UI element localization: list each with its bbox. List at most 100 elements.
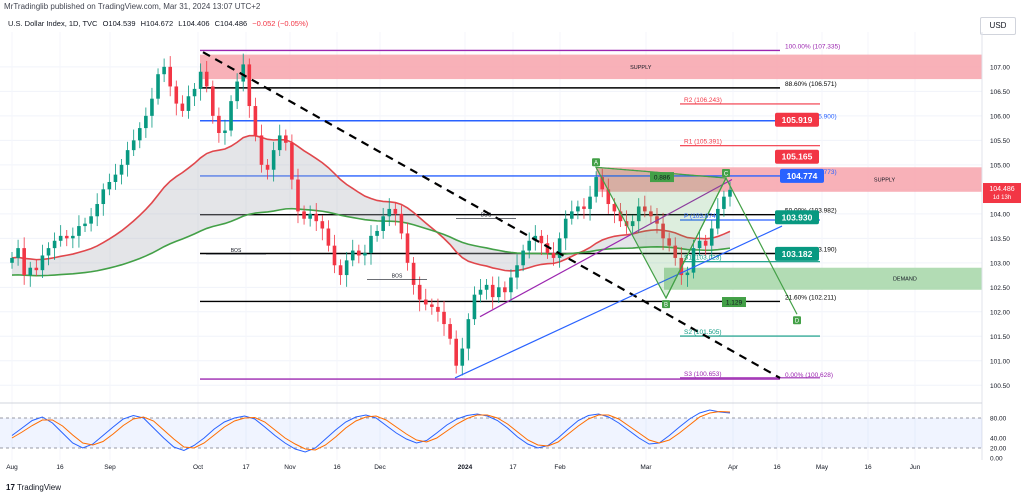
x-tick-label: Feb [554,464,566,471]
tradingview-brand[interactable]: 17 TradingView [6,483,61,492]
pivot-label: S1 (103.023) [684,255,722,262]
open-value: O104.539 [102,19,136,28]
high-value: H104.672 [140,19,174,28]
pivot-label: S2 (101.505) [684,329,722,336]
candle-body [369,235,373,254]
x-tick-label: 2024 [458,464,473,471]
x-tick-label: Apr [728,464,739,471]
candle-body [344,260,349,276]
candle-body [509,277,513,293]
candle-body [448,324,452,339]
candle-body [436,306,440,312]
price-tag [775,246,819,261]
candle-body [612,204,617,212]
candle-body [198,71,203,89]
candle-body [259,135,264,165]
candle-body [101,189,106,205]
candle-body [381,216,385,231]
candle-body [484,284,489,290]
x-tick-label: May [816,464,829,471]
candle-body [685,272,690,276]
candle-body [667,238,671,246]
candle-body [34,267,39,271]
y-tick-label: 102.00 [990,309,1010,316]
candle-body [539,235,544,244]
bos-label: BOS [392,274,403,280]
drawings: A B C D 0.886 1.129 BOS BOS BOS [202,51,801,379]
candle-body [423,299,428,305]
candle-body [277,135,282,151]
candle-body [77,226,81,236]
channel-line [479,179,733,318]
zone-label: SUPPLY [630,65,652,71]
x-tick-label: Jun [910,464,921,471]
ema-50-line [11,134,731,272]
y-tick-label: 103.00 [990,260,1010,267]
candle-body [697,240,702,249]
candle-body [284,135,288,143]
candle-body [10,257,14,263]
candle-body [131,140,136,151]
candle-body [16,248,20,258]
x-tick-label: 16 [56,464,64,471]
candle-body [119,164,124,175]
pivot-label: P (103.874) [684,213,718,220]
candle-body [64,235,69,239]
fib-label: 21.60% (102.211) [785,294,836,301]
x-tick-label: Nov [284,464,296,471]
candle-body [174,86,179,104]
candle-body [399,213,404,234]
pivot-label: R1 (105.391) [684,139,722,146]
x-tick-label: 17 [242,464,250,471]
harmonic-point-label: D [795,319,800,325]
candle-body [95,204,99,217]
candle-body [137,128,142,141]
harmonic-bcd [665,176,798,315]
candle-body [643,206,647,212]
candle-body [168,66,173,87]
symbol-name[interactable]: U.S. Dollar Index, 1D, TVC [8,19,98,28]
candle-body [709,228,714,246]
candle-body [204,71,209,87]
candle-body [247,64,252,107]
price-tag [780,168,824,183]
pivot-label: R2 (106.243) [684,97,722,104]
harmonic-point-badge [722,169,730,178]
osc-tick-label: 20.00 [990,446,1007,453]
zone-label: DEMAND [893,277,917,283]
currency-button[interactable]: USD [980,17,1016,35]
candle-body [302,211,306,219]
candle-body [430,304,434,307]
candle-body [253,106,258,136]
candle-body [649,211,653,217]
levels [200,49,820,380]
low-value: L104.406 [178,19,210,28]
candle-body [411,262,416,285]
candle-body [357,250,361,256]
y-tick-label: 105.00 [990,162,1010,169]
candle-body [350,250,355,261]
candle-body [271,150,276,170]
candle-body [150,98,154,116]
x-tick-label: 16 [333,464,341,471]
candle-body [551,253,556,258]
candle-body [576,206,580,212]
price-tag-label: 103.930 [782,212,813,222]
candle-body [265,164,270,170]
ratio-badge [650,172,674,183]
x-tick-label: Mar [640,464,652,471]
y-tick-label: 107.00 [990,64,1010,71]
osc-band [0,418,982,448]
candle-body [636,206,641,222]
candle-body [563,218,568,239]
candle-body [296,179,300,212]
candle-body [326,228,331,246]
candle-body [363,253,367,256]
close-value: C104.486 [214,19,248,28]
candle-body [52,240,57,249]
candle-body [460,348,465,366]
y-tick-label: 100.50 [990,383,1010,390]
ema-200-line [11,207,731,277]
price-tag-label: 105.165 [782,152,813,162]
